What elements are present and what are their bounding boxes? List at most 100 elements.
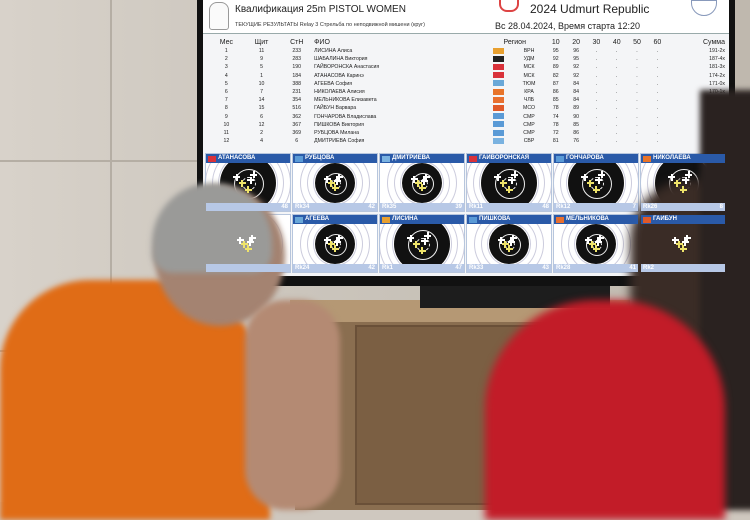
series-20: 96 xyxy=(573,48,579,55)
target-athlete-name: ЛИСИНА xyxy=(380,215,464,224)
region: СМР xyxy=(523,113,535,120)
series-20: 92 xyxy=(573,64,579,71)
athlete-name: ПИШКОВА Виктория xyxy=(314,121,364,128)
series-20: 86 xyxy=(573,129,579,136)
series-10: 74 xyxy=(552,113,559,120)
shot-marker-icon xyxy=(679,186,687,194)
series-20: 89 xyxy=(573,105,579,112)
shot-marker-icon xyxy=(327,179,335,187)
table-row: 5 10 388 АГЕЕВА София ТЮМ 87 84.... 171-0x xyxy=(209,80,725,88)
series-empty: . xyxy=(656,121,659,128)
bib-number: 184 xyxy=(292,72,302,79)
position: 6 xyxy=(224,89,228,96)
series-20: 84 xyxy=(573,80,579,87)
shot-marker-icon xyxy=(410,175,418,183)
target-footer: Rk33 43 xyxy=(467,264,551,272)
shot-marker-icon xyxy=(422,173,430,181)
series-20: 76 xyxy=(573,138,579,145)
series-10: 78 xyxy=(552,121,559,128)
shot-marker-icon xyxy=(414,179,422,187)
series-empty: . xyxy=(615,105,618,112)
target-icon xyxy=(568,154,624,211)
target-score: 48 xyxy=(281,204,288,210)
target-rank: Rk35 xyxy=(382,204,397,210)
series-10: 95 xyxy=(552,48,559,55)
target-rank: Rk11 xyxy=(469,204,484,210)
target-athlete-name: РУБЦОВА xyxy=(293,154,377,163)
target-rank: Rk24 xyxy=(295,265,310,271)
shot-marker-icon xyxy=(594,238,602,246)
region: ВРН xyxy=(523,48,535,55)
series-empty: . xyxy=(595,129,598,136)
target-rank: Rk33 xyxy=(469,265,484,271)
series-empty: . xyxy=(636,105,638,112)
series-empty: . xyxy=(595,89,598,96)
position: 2 xyxy=(224,56,228,63)
series-20: 84 xyxy=(573,97,579,104)
column-header: Мес xyxy=(219,38,233,46)
bib-number: 233 xyxy=(292,48,302,55)
target-card: МЕЛЬНИКОВА Rk28 41 xyxy=(553,214,639,273)
series-20: 85 xyxy=(573,121,579,128)
target-card: ПИШКОВА Rk33 43 xyxy=(466,214,552,273)
series-empty: . xyxy=(615,113,618,120)
date-time: Вс 28.04.2024, Время старта 12:20 xyxy=(495,21,641,31)
region-flag-cell xyxy=(484,88,513,96)
event-name: 2024 Udmurt Republic xyxy=(530,2,650,16)
series-empty: . xyxy=(595,121,598,128)
bib-number: 388 xyxy=(292,80,302,87)
target-name: ПИШКОВА xyxy=(479,216,511,222)
series-10: 85 xyxy=(552,97,559,104)
bib-number: 369 xyxy=(292,129,302,136)
shot-marker-icon xyxy=(681,238,689,246)
region-flag-icon xyxy=(492,72,504,79)
mascot-logo xyxy=(209,2,229,30)
region-flag-icon xyxy=(469,216,477,223)
athlete-name: ГАЙВОРОНСКА Анастасия xyxy=(314,64,380,71)
region-flag-icon xyxy=(492,47,504,54)
series-empty: . xyxy=(615,80,618,87)
series-20: 90 xyxy=(573,113,579,120)
column-header: 50 xyxy=(633,38,641,46)
region-flag-cell xyxy=(484,129,513,137)
region-flag-cell xyxy=(484,96,513,104)
total: 191-2x xyxy=(709,48,725,55)
series-10: 82 xyxy=(552,72,559,79)
target-rank: Rk2 xyxy=(643,265,655,271)
series-10: 78 xyxy=(552,105,559,112)
region: УДМ xyxy=(523,56,535,63)
region-flag-icon xyxy=(556,155,564,162)
series-empty: . xyxy=(615,129,618,136)
shot-marker-icon xyxy=(418,247,426,255)
position: 4 xyxy=(224,72,228,79)
region: МСК xyxy=(523,72,535,79)
target-card: ГАЙВОРОНСКАЯ Rk11 48 xyxy=(466,153,552,212)
column-header: Сумма xyxy=(703,38,725,46)
target-card: РУБЦОВА Rk34 42 xyxy=(292,153,378,212)
series-empty: . xyxy=(656,64,659,71)
competition-title: Квалификация 25m PISTOL WOMEN xyxy=(235,4,406,15)
target-rank: Rk34 xyxy=(295,204,310,210)
shot-marker-icon xyxy=(407,234,415,242)
results-table: Мес Щит СтН ФИО Регион 10 20 30 40 50 60 Сумма 1 11 2… xyxy=(209,37,725,145)
lane: 5 xyxy=(260,64,263,71)
bib-number: 362 xyxy=(292,113,302,120)
position: 8 xyxy=(224,105,228,112)
series-empty: . xyxy=(636,89,638,96)
series-10: 72 xyxy=(552,129,559,136)
shot-marker-icon xyxy=(511,171,519,179)
bib-number: 6 xyxy=(295,138,299,145)
target-rank: Rk26 xyxy=(643,204,658,210)
lane: 12 xyxy=(258,121,265,128)
wall-tile-line xyxy=(0,160,200,162)
series-empty: . xyxy=(595,97,598,104)
target-footer: Rk1 47 xyxy=(380,264,464,272)
shot-marker-icon xyxy=(685,171,693,179)
shot-marker-icon xyxy=(323,175,331,183)
shot-marker-icon xyxy=(505,245,513,253)
target-score: 41 xyxy=(629,265,636,271)
target-footer: 48 xyxy=(206,203,290,211)
shot-marker-icon xyxy=(592,186,600,194)
athlete-name: МЕЛЬНИКОВА Елизавета xyxy=(314,97,377,104)
